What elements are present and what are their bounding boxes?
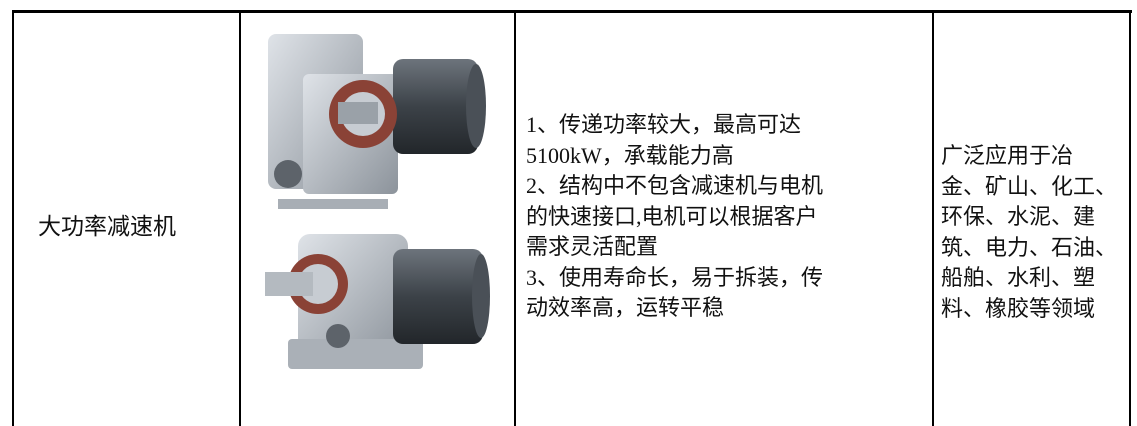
text-line: 1、传递功率较大，最高可达 <box>526 112 802 137</box>
text-line: 广泛应用于冶 <box>941 143 1074 168</box>
table-top-border <box>12 10 1132 13</box>
text-line: 5100kW，承载能力高 <box>526 142 734 168</box>
gearbox-image-2 <box>265 234 490 369</box>
text-line: 的快速接口,电机可以根据客户 <box>526 203 818 229</box>
text-line: 动效率高，运转平稳 <box>526 295 725 320</box>
product-images <box>265 34 490 369</box>
column-border <box>514 12 516 426</box>
text-line: 环保、水泥、建 <box>941 204 1096 229</box>
text-line: 船舶、水利、塑 <box>941 265 1096 290</box>
product-name: 大功率减速机 <box>38 214 176 239</box>
column-border <box>12 12 14 426</box>
text-line: 筑、电力、石油、 <box>941 234 1118 260</box>
gearbox-image-1 <box>268 34 486 209</box>
column-border <box>239 12 241 426</box>
column-border <box>932 12 934 426</box>
column-border <box>1129 12 1131 426</box>
text-line: 2、结构中不包含减速机与电机 <box>526 173 824 198</box>
text-line: 料、橡胶等领域 <box>941 295 1096 321</box>
text-line: 3、使用寿命长，易于拆装，传 <box>526 264 824 290</box>
text-line: 需求灵活配置 <box>526 234 659 259</box>
text-line: 金、矿山、化工、 <box>941 173 1118 199</box>
